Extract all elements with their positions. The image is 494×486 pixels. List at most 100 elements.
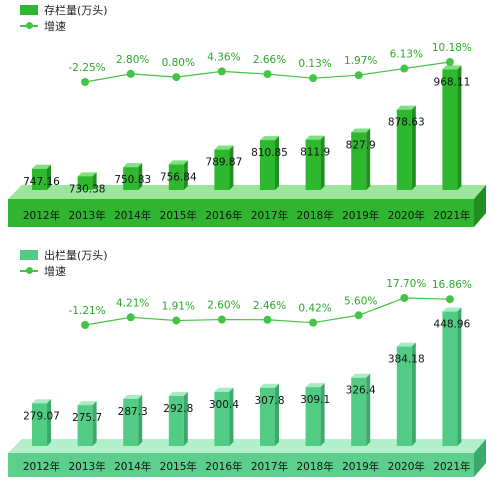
bar-side: [275, 383, 279, 446]
growth-label: 0.80%: [162, 57, 195, 69]
bar-value-label: 275.7: [72, 412, 102, 424]
bar: [168, 164, 184, 190]
x-tick-label: 2019年: [342, 460, 379, 473]
bar-side: [92, 172, 97, 190]
bar-side: [183, 391, 188, 446]
growth-label: 0.13%: [298, 58, 331, 70]
growth-label: 10.18%: [432, 42, 472, 54]
growth-point: [309, 74, 318, 83]
x-tick-label: 2020年: [388, 460, 425, 473]
bar-value-label: 747.16: [23, 176, 60, 188]
bar-top: [396, 105, 416, 110]
growth-point: [81, 78, 90, 86]
bar: [123, 167, 139, 190]
bar-value-label: 384.18: [388, 354, 425, 366]
x-tick-label: 2018年: [296, 460, 333, 473]
stock-chart-svg: 747.16 2012年 730.38 2013年 750.83 2014年 756.84 2…: [8, 42, 486, 227]
growth-point: [172, 73, 181, 82]
bar: [351, 132, 367, 190]
x-tick-label: 2014年: [114, 209, 151, 222]
bar-top: [123, 163, 143, 168]
bar-side: [229, 387, 234, 446]
x-tick-label: 2021年: [433, 209, 470, 222]
growth-point: [81, 321, 90, 329]
bar: [32, 168, 47, 190]
bar: [123, 398, 139, 446]
bar-top: [305, 383, 325, 388]
growth-label: 4.36%: [207, 51, 240, 63]
growth-point: [445, 58, 454, 66]
bar-side: [320, 135, 325, 190]
legend-line-label: 增速: [44, 20, 66, 33]
growth-point: [126, 313, 135, 322]
slaughter-chart-svg: 279.07 2012年 275.7 2013年 287.3 2014年 292.8 2015…: [8, 278, 486, 477]
bar-side: [183, 160, 188, 190]
growth-label: 1.97%: [344, 55, 377, 67]
growth-point: [263, 315, 272, 324]
bar-side: [47, 164, 51, 190]
x-tick-label: 2013年: [68, 460, 105, 473]
bar-top: [214, 145, 234, 150]
bar-value-label: 307.8: [254, 395, 284, 407]
x-tick-label: 2017年: [251, 209, 288, 222]
growth-label: 2.46%: [253, 300, 286, 312]
x-tick-label: 2015年: [160, 460, 197, 473]
bar-value-label: 878.63: [388, 117, 425, 129]
legend-bar-label: 出栏量(万头): [44, 249, 108, 262]
growth-label: 2.66%: [253, 54, 286, 66]
chart-legend: 出栏量(万头) 增速: [20, 247, 108, 279]
bar-value-label: 730.38: [69, 183, 106, 195]
growth-point: [445, 295, 454, 304]
legend-bar-swatch: [20, 250, 38, 260]
growth-label: 2.80%: [116, 54, 149, 66]
x-tick-label: 2015年: [160, 209, 197, 222]
x-tick-label: 2020年: [388, 209, 425, 222]
bar-side: [229, 145, 234, 190]
bar-value-label: 811.9: [300, 147, 330, 159]
growth-point: [126, 69, 135, 78]
bar-value-label: 750.83: [114, 174, 151, 186]
bar-value-label: 448.96: [434, 319, 471, 331]
bar: [260, 387, 275, 446]
base-front-face: [8, 453, 474, 477]
bar-side: [366, 128, 371, 190]
bar-top: [260, 383, 279, 388]
legend-item-line: 增速: [20, 18, 108, 34]
growth-label: -1.21%: [69, 305, 106, 317]
growth-point: [309, 318, 318, 327]
bar-value-label: 287.3: [118, 406, 148, 418]
x-tick-label: 2021年: [433, 460, 470, 473]
growth-point: [263, 70, 272, 79]
bar-top: [77, 401, 97, 406]
growth-label: 6.13%: [390, 49, 423, 61]
x-tick-label: 2019年: [342, 209, 379, 222]
bar-side: [457, 307, 462, 446]
x-tick-label: 2017年: [251, 460, 288, 473]
growth-label: -2.25%: [69, 62, 106, 74]
bar-top: [351, 373, 371, 378]
bar-value-label: 968.11: [434, 76, 471, 88]
growth-point: [354, 71, 363, 80]
x-tick-label: 2014年: [114, 460, 151, 473]
legend-line-label: 增速: [44, 265, 66, 278]
bar-top: [32, 164, 51, 169]
bar-top: [396, 342, 416, 347]
bar-top: [351, 128, 371, 133]
bar: [77, 176, 93, 190]
legend-item-line: 增速: [20, 263, 108, 279]
bar-top: [32, 399, 51, 404]
base-side-face: [474, 185, 486, 227]
bar-top: [214, 387, 234, 392]
bar-side: [92, 401, 97, 446]
bar-top: [168, 391, 188, 396]
bar-top: [123, 394, 143, 399]
growth-label: 4.21%: [116, 297, 149, 309]
bar-top: [305, 135, 325, 140]
legend-item-bar: 出栏量(万头): [20, 247, 108, 263]
bar: [305, 387, 321, 446]
legend-item-bar: 存栏量(万头): [20, 2, 108, 18]
growth-point: [354, 311, 363, 320]
bar: [396, 109, 412, 190]
bar-value-label: 810.85: [251, 147, 288, 159]
bar-side: [47, 399, 51, 446]
